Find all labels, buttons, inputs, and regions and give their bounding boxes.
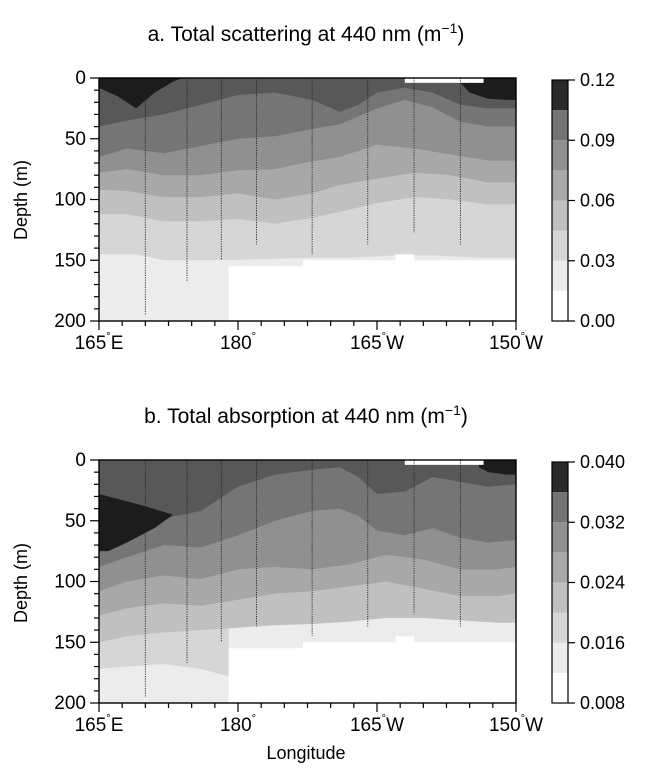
contour-band-5: [99, 460, 516, 553]
panel-a-y-tick-labels: 0 50 100 150 200: [54, 68, 86, 332]
contour-band-6: [99, 494, 174, 552]
colorbar-tick-label: 0.09: [580, 130, 615, 150]
x-tick-label: 150°W: [489, 713, 543, 736]
y-tick-label: 150: [54, 632, 86, 653]
x-tick-label: 165°W: [350, 713, 404, 736]
colorbar-swatch: [552, 260, 568, 291]
hemisphere: W: [525, 715, 543, 736]
degree-symbol: °: [382, 713, 386, 725]
degree-symbol: °: [252, 713, 256, 725]
x-tick-label: 180°: [220, 331, 256, 354]
colorbar-swatch: [552, 672, 568, 703]
colorbar-tick-label: 0.016: [580, 633, 625, 653]
contour-band-6: [99, 78, 183, 109]
colorbar-tick-label: 0.032: [580, 512, 625, 532]
no-data-mask: [99, 254, 516, 321]
colorbar-swatch: [552, 110, 568, 141]
panel-a-x-tick-labels: 165°E 180° 165°W 150°W: [75, 331, 543, 354]
panel-a-colorbar: 0.00 0.03 0.06 0.09 0.12: [551, 70, 615, 331]
colorbar-swatch: [552, 290, 568, 321]
y-tick-label: 0: [75, 68, 86, 89]
degree-symbol: °: [521, 713, 525, 725]
hemisphere: E: [111, 333, 124, 354]
panel-b-colorbar: 0.008 0.016 0.024 0.032 0.040: [551, 452, 625, 713]
colorbar-swatch: [552, 140, 568, 171]
x-tick-label: 165°E: [75, 331, 124, 354]
colorbar-swatch: [552, 492, 568, 523]
panel-a-plot: [90, 77, 517, 330]
degree-symbol: °: [382, 331, 386, 343]
colorbar-tick-label: 0.12: [580, 70, 615, 90]
colorbar-swatch: [552, 462, 568, 493]
colorbar-swatch: [552, 522, 568, 553]
contour-fields: [99, 460, 516, 703]
y-tick-label: 150: [54, 250, 86, 271]
hemisphere: W: [386, 333, 404, 354]
panel-b-x-tick-labels: 165°E 180° 165°W 150°W: [75, 713, 543, 736]
colorbar-swatch: [552, 612, 568, 643]
panel-b: b. Total absorption at 440 nm (m−1) Dept…: [11, 402, 625, 763]
panel-a-y-axis-label: Depth (m): [11, 160, 31, 240]
surface-gap: [404, 78, 484, 83]
colorbar-swatch: [552, 582, 568, 613]
colorbar-swatch: [552, 200, 568, 231]
degree-symbol: °: [521, 331, 525, 343]
y-tick-label: 50: [65, 511, 86, 532]
y-tick-label: 0: [75, 450, 86, 471]
x-tick-label: 150°W: [489, 331, 543, 354]
x-tick-label: 180°: [220, 713, 256, 736]
degree-symbol: °: [106, 331, 110, 343]
contour-fields: [99, 78, 516, 321]
colorbar-swatch: [552, 80, 568, 111]
no-data-mask: [99, 636, 516, 703]
panel-b-y-tick-labels: 0 50 100 150 200: [54, 450, 86, 714]
colorbar-swatch: [552, 642, 568, 673]
panel-b-y-axis-label: Depth (m): [11, 543, 31, 623]
colorbar-swatch: [552, 552, 568, 583]
contour-band-5: [99, 78, 516, 127]
degree-symbol: °: [106, 713, 110, 725]
panel-a: a. Total scattering at 440 nm (m−1) Dept…: [11, 20, 615, 354]
colorbar-swatch: [552, 230, 568, 261]
degree-symbol: °: [252, 331, 256, 343]
panel-a-title: a. Total scattering at 440 nm (m−1): [148, 20, 465, 46]
x-tick-label: 165°E: [75, 713, 124, 736]
y-tick-label: 100: [54, 190, 86, 211]
y-tick-label: 200: [54, 311, 86, 332]
panel-b-title: b. Total absorption at 440 nm (m−1): [144, 402, 468, 428]
surface-gap: [404, 460, 484, 465]
y-tick-label: 100: [54, 572, 86, 593]
colorbar-tick-label: 0.00: [580, 311, 615, 331]
hemisphere: W: [386, 715, 404, 736]
x-axis-label: Longitude: [266, 743, 345, 763]
colorbar-tick-label: 0.008: [580, 693, 625, 713]
contour-band-7: [478, 460, 516, 475]
hemisphere: E: [111, 715, 124, 736]
y-tick-label: 200: [54, 693, 86, 714]
colorbar-tick-label: 0.024: [580, 573, 625, 593]
panel-b-plot: [90, 459, 517, 712]
colorbar-tick-label: 0.06: [580, 191, 615, 211]
contour-band-7: [460, 78, 516, 100]
y-tick-label: 50: [65, 129, 86, 150]
colorbar-tick-label: 0.03: [580, 251, 615, 271]
colorbar-swatch: [552, 170, 568, 201]
colorbar-tick-label: 0.040: [580, 452, 625, 472]
hemisphere: W: [525, 333, 543, 354]
x-tick-label: 165°W: [350, 331, 404, 354]
